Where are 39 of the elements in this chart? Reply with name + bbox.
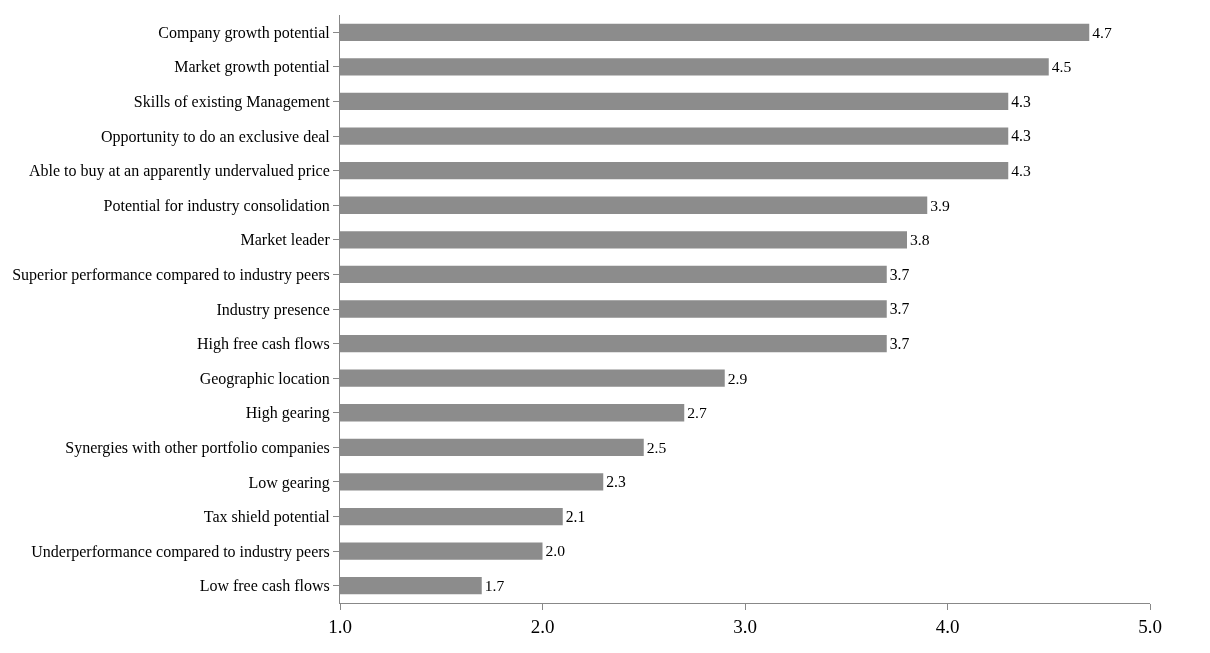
y-tick-label: High free cash flows <box>196 335 330 354</box>
y-tick-label: Opportunity to do an exclusive deal <box>100 127 331 146</box>
y-tick-label: High gearing <box>245 404 330 423</box>
x-tick-label: 1.0 <box>328 615 352 637</box>
y-tick-label: Able to buy at an apparently undervalued price <box>29 162 330 181</box>
x-tick-label: 3.0 <box>733 615 757 637</box>
data-label: 2.9 <box>727 369 748 387</box>
y-tick-label: Industry presence <box>216 300 330 319</box>
y-tick-label: Synergies with other portfolio companies <box>65 438 330 457</box>
data-label: 4.7 <box>1092 23 1112 41</box>
data-label: 3.9 <box>930 196 950 214</box>
x-tick-label: 5.0 <box>1138 615 1162 637</box>
y-tick-label: Low free cash flows <box>199 577 330 595</box>
y-tick-label: Tax shield potential <box>203 508 331 527</box>
data-label: 4.3 <box>1011 92 1031 110</box>
y-tick-label: Low gearing <box>248 473 330 492</box>
y-tick-label: Superior performance compared to industry peers <box>12 266 330 285</box>
data-label: 2.0 <box>545 542 566 560</box>
y-tick-label: Potential for industry consolidation <box>103 196 330 215</box>
data-label: 2.1 <box>565 507 586 525</box>
y-tick-label: Market leader <box>240 231 331 249</box>
x-tick-label: 2.0 <box>530 615 555 637</box>
data-label: 1.7 <box>484 577 505 595</box>
data-label: 3.7 <box>889 265 910 283</box>
x-tick-label: 4.0 <box>935 615 960 637</box>
data-label: 2.5 <box>646 438 667 456</box>
y-tick-label: Underperformance compared to industry peers <box>31 542 330 561</box>
data-label: 3.7 <box>889 334 910 352</box>
data-label: 4.3 <box>1011 162 1031 179</box>
y-tick-label: Skills of existing Management <box>133 93 331 112</box>
y-tick-label: Geographic location <box>199 369 330 388</box>
data-label: 3.7 <box>889 300 910 318</box>
data-label: 4.5 <box>1051 58 1072 76</box>
data-label: 4.3 <box>1011 127 1031 145</box>
data-label: 3.8 <box>910 231 930 249</box>
y-tick-label: Company growth potential <box>158 23 331 42</box>
data-label: 2.7 <box>687 404 707 422</box>
data-label: 2.3 <box>606 473 626 491</box>
y-tick-label: Market growth potential <box>174 58 331 77</box>
